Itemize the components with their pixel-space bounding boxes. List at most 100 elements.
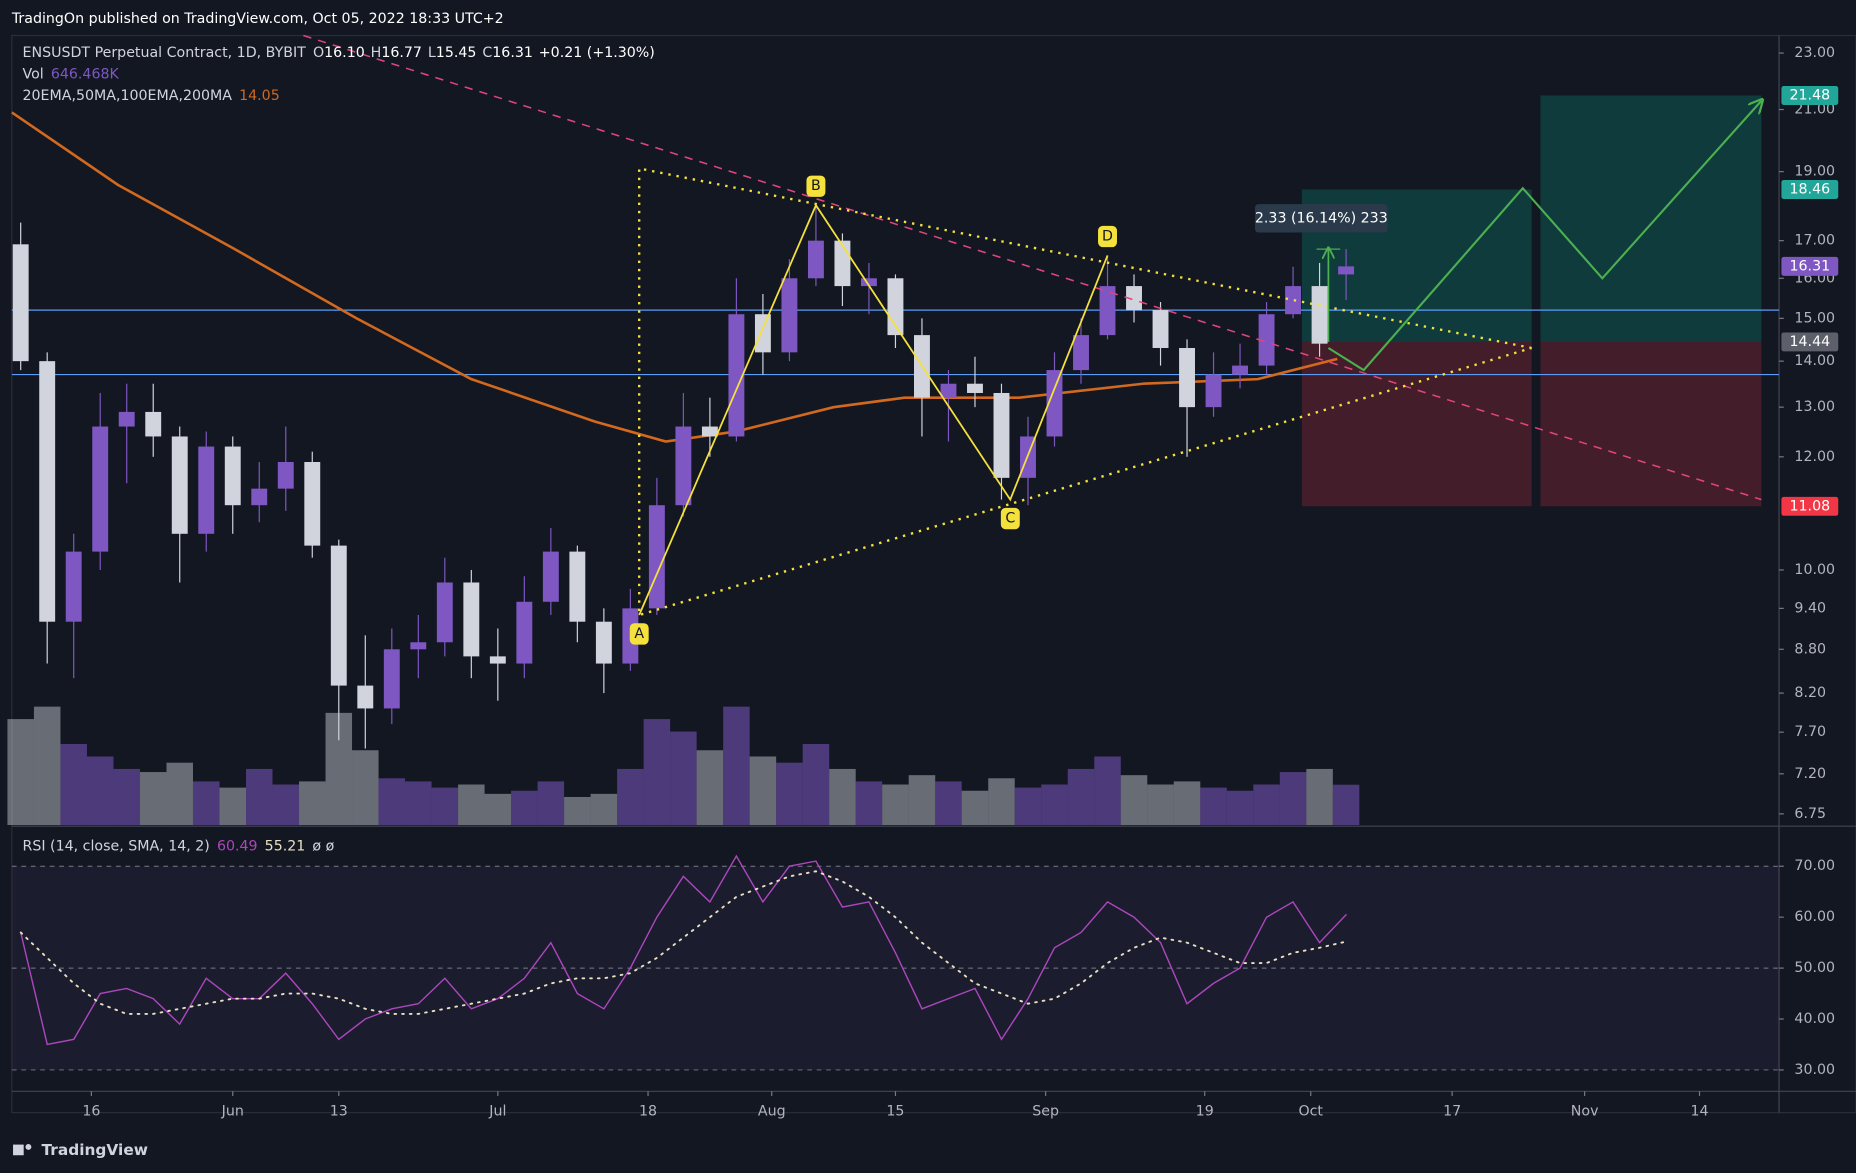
rsi-line [20,854,1347,1046]
ohlc-key: C [482,45,492,61]
volume-bar [7,719,34,826]
abcd-pattern [638,203,1109,616]
candle-body [648,505,665,609]
price-label: 14.44 [1790,334,1831,350]
x-tick-label: Aug [758,1103,786,1119]
pattern-point-box [806,175,826,197]
volume-bar [882,784,909,826]
stop-zone [1540,341,1762,507]
pattern-point-label: B [811,178,821,194]
candle-body [993,392,1010,478]
x-tick-label: Sep [1032,1103,1059,1119]
y-tick-label: 7.20 [1794,766,1826,782]
x-tick-label: 15 [886,1103,904,1119]
candle-body [728,314,745,437]
ohlc-value: 16.10 [324,45,365,61]
y-tick-label: 6.75 [1794,806,1826,822]
pattern-point-box [1098,225,1117,248]
volume-value: 646.468K [51,67,120,83]
volume-bar [723,706,750,826]
volume-bar [1120,775,1148,826]
y-tick-label: 70.00 [1794,858,1835,874]
candle-body [489,656,506,664]
volume-bar [219,787,247,826]
ma-value: 14.05 [239,88,280,104]
publisher: TradingOn published on TradingView.com, … [11,11,504,27]
pattern-point-label: C [1005,511,1015,527]
volume-bar [484,793,512,826]
rsi-title: RSI (14, close, SMA, 14, 2) [23,838,210,854]
y-tick-label: 13.00 [1794,399,1835,415]
volume-bar [166,762,193,826]
price-label-box [1781,496,1839,516]
candle-body [675,426,692,506]
candle-body [754,314,771,353]
price-label: 16.31 [1790,258,1831,274]
volume-bar [1041,784,1068,826]
volume-bar [1014,787,1042,826]
volume-bar [33,706,61,826]
price-label-box [1781,332,1839,352]
volume-bar [1253,784,1280,826]
ma-key: 20EMA,50MA,100EMA,200MA [23,88,233,104]
volume-bar [961,790,989,826]
volume-bar [113,768,140,826]
candle-body [145,411,162,437]
candle-body [12,244,29,362]
volume-bar [1279,772,1307,826]
x-tick-label: 14 [1690,1103,1708,1119]
volume-bar [272,784,300,826]
x-tick-label: 17 [1443,1103,1461,1119]
volume-bar [1332,784,1360,826]
price-label: 21.48 [1790,87,1831,103]
pattern-point-box [629,623,649,645]
volume-bar [60,744,87,826]
y-tick-label: 15.00 [1794,310,1835,326]
volume-bar [299,781,326,826]
volume-bar [908,775,936,826]
volume-bar [139,772,167,826]
y-tick-label: 50.00 [1794,960,1835,976]
candle-body [357,685,374,709]
volume-bar [988,778,1015,826]
price-label: 11.08 [1790,498,1831,514]
candle-body [463,582,480,657]
volume-bar [1147,784,1174,826]
candle-body [1285,286,1302,315]
candle-body [595,621,612,664]
candle-body [65,551,82,622]
ohlc-key: O [313,45,324,61]
y-tick-label: 17.00 [1794,233,1835,249]
y-tick-label: 7.70 [1794,724,1826,740]
volume-bar [776,762,803,826]
volume-bar [511,790,538,826]
candle-body [807,240,824,279]
pattern-point-label: A [634,626,644,642]
volume-bar [86,756,114,826]
candle-body [1046,370,1063,437]
symbol-title: ENSUSDT Perpetual Contract, 1D, BYBIT [23,45,307,61]
chart-frame [11,34,1856,1114]
y-tick-label: 9.40 [1794,600,1826,616]
price-label-box [1781,256,1839,276]
volume-bar [1067,768,1095,826]
volume-bar [405,781,432,826]
volume-bar [935,781,962,826]
volume-bar [1200,787,1227,826]
y-tick-label: 14.00 [1794,353,1835,369]
logo-mark [13,1144,24,1156]
volume-bar [829,768,856,826]
volume-bar [431,787,459,826]
rsi-legend: RSI (14, close, SMA, 14, 2) 60.49 55.21 ø ø [23,838,335,854]
plot-layer: 23.0021.0019.0017.0016.0015.0014.0013.00… [7,34,1839,1119]
candle-body [410,642,427,650]
volume-bar [192,781,220,826]
x-tick-label: Nov [1571,1103,1599,1119]
volume-bar [802,744,830,826]
ohlc-key: H [371,45,382,61]
volume-bar [643,719,671,826]
candle-body [1338,266,1355,275]
brand: TradingView [41,1141,148,1159]
volume-bar [537,781,565,826]
ohlc-value: 16.77 [381,45,422,61]
